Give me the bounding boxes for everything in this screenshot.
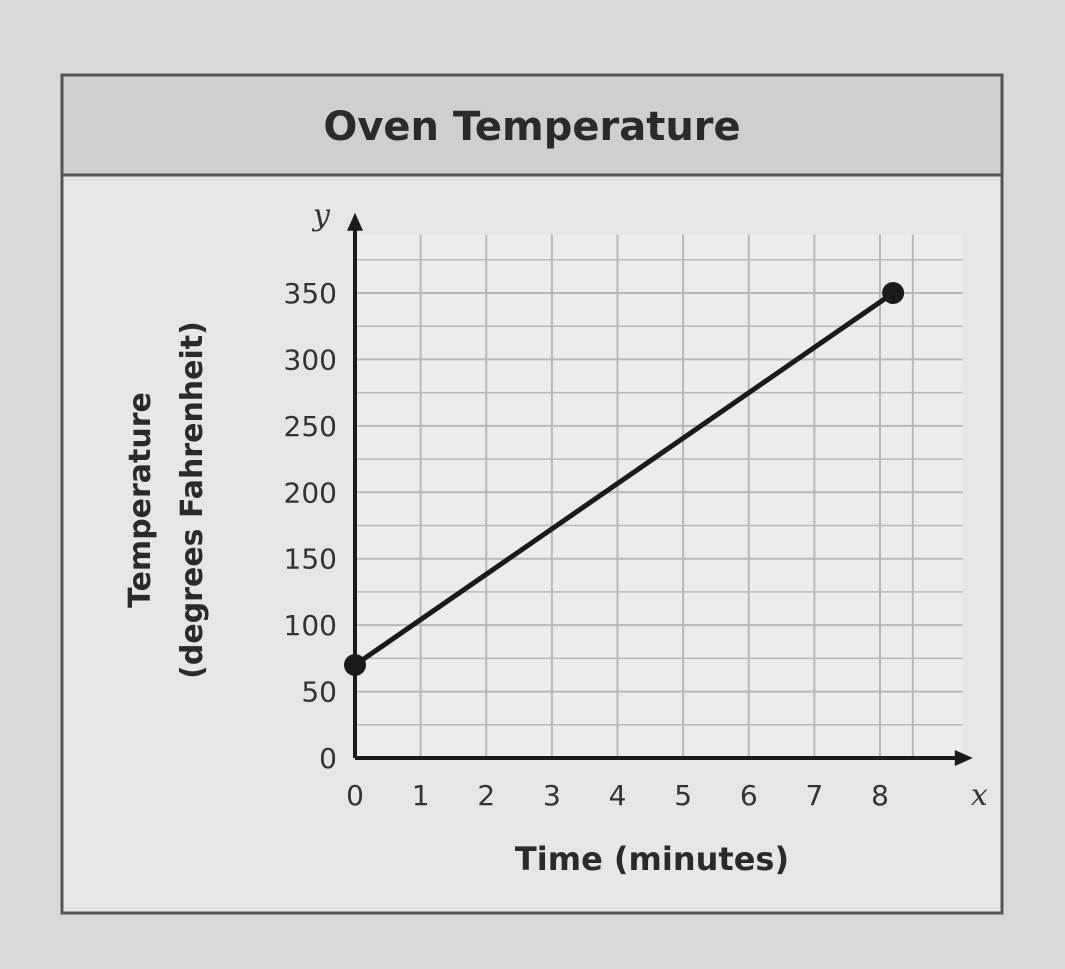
tick-labels: x y 0 1 2 3 4 5 6 7 8 0 50 100 150 200 250 300 350 [284,198,988,813]
data-point [344,654,366,676]
y-tick-label: 350 [284,277,337,310]
x-tick-label: 3 [543,779,561,812]
x-tick-label: 7 [805,779,823,812]
x-tick-label: 0 [346,779,364,812]
x-tick-label: 1 [412,779,430,812]
x-tick-label: 5 [674,779,692,812]
y-tick-label: 150 [284,543,337,576]
x-axis-letter: x [971,778,988,813]
x-tick-label: 4 [609,779,627,812]
x-tick-label: 6 [740,779,758,812]
y-tick-label: 0 [319,742,337,775]
data-point [882,282,905,304]
grid [354,234,963,759]
y-tick-label: 200 [284,476,337,509]
y-tick-label: 100 [284,609,337,642]
x-axis-label: Time (minutes) [515,840,789,878]
x-tick-label: 2 [477,779,495,812]
y-tick-label: 250 [284,410,337,443]
y-tick-label: 300 [284,343,337,376]
data-series [344,282,905,676]
x-axis-arrow [954,750,973,766]
y-axis-letter: y [311,198,331,233]
x-tick-label: 8 [871,779,889,812]
plot-area [355,234,963,759]
y-axis-label-line2: (degrees Fahrenheit) [175,321,210,679]
y-tick-label: 50 [301,676,337,709]
y-axis-arrow [347,212,363,231]
data-line [353,290,895,668]
title-band [60,73,1004,177]
y-axis-label-line1: Temperature [123,392,158,608]
chart-title: Oven Temperature [323,104,740,150]
